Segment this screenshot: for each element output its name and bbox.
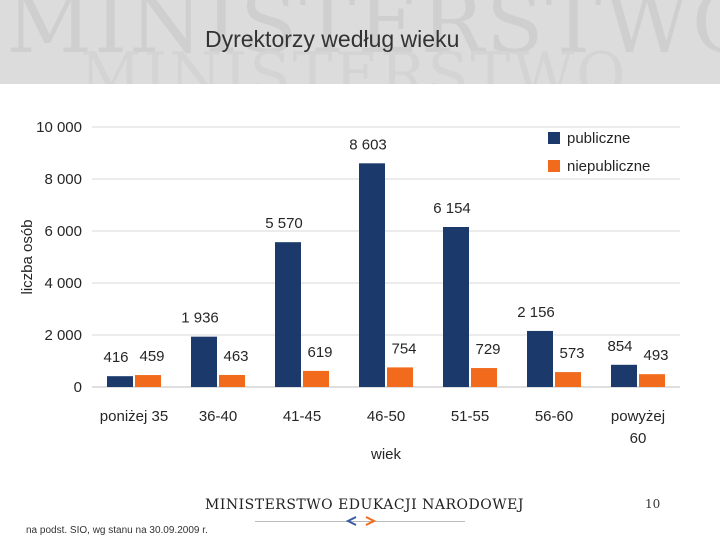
legend-label: niepubliczne	[567, 158, 650, 175]
data-label: 463	[223, 348, 248, 365]
bar-publiczne	[611, 364, 637, 387]
legend-swatch-niepubliczne	[548, 160, 560, 172]
bar-niepubliczne	[639, 374, 665, 387]
data-label: 573	[559, 345, 584, 362]
data-label: 619	[307, 344, 332, 361]
bar-niepubliczne	[555, 372, 581, 387]
legend-label: publiczne	[567, 130, 630, 147]
bar-niepubliczne	[135, 375, 161, 387]
data-label: 854	[607, 338, 632, 355]
x-tick-label: 56-60	[535, 408, 573, 425]
x-tick-label: 36-40	[199, 408, 237, 425]
data-label: 5 570	[265, 215, 303, 232]
data-label: 1 936	[181, 310, 219, 327]
data-label: 493	[643, 347, 668, 364]
page-number: 10	[645, 497, 661, 511]
x-tick-label: 60	[630, 430, 647, 447]
x-tick-label: 46-50	[367, 408, 405, 425]
slide-title: Dyrektorzy według wieku	[205, 26, 460, 52]
data-label: 754	[391, 340, 416, 357]
x-tick-label: poniżej 35	[100, 408, 168, 425]
ministry-logo-text: MINISTERSTWO EDUKACJI NARODOWEJ	[205, 497, 524, 513]
bar-niepubliczne	[303, 370, 329, 387]
data-label: 729	[475, 341, 500, 358]
ministry-emblem-icon	[345, 516, 377, 526]
bar-niepubliczne	[387, 367, 413, 387]
y-axis-title: liczba osób	[19, 219, 36, 294]
bar-publiczne	[359, 163, 385, 387]
bar-publiczne	[275, 242, 301, 387]
data-label: 459	[139, 348, 164, 365]
bar-publiczne	[107, 376, 133, 387]
y-tick-label: 10 000	[36, 119, 82, 136]
bar-publiczne	[443, 226, 469, 387]
bar-niepubliczne	[471, 368, 497, 387]
watermark-text: MINISTERSTWO	[80, 40, 628, 84]
data-label: 6 154	[433, 200, 471, 217]
watermark-text: MINISTERSTWO	[6, 0, 720, 72]
y-tick-label: 2 000	[44, 327, 82, 344]
x-tick-label: 41-45	[283, 408, 321, 425]
y-tick-label: 6 000	[44, 223, 82, 240]
x-tick-label: powyżej	[611, 408, 665, 425]
y-tick-label: 4 000	[44, 275, 82, 292]
bar-chart: 0 2 000 4 000 6 000 8 000 10 000 416 459 poniżej…	[19, 119, 680, 463]
slide-header: MINISTERSTWO MINISTERSTWO	[0, 0, 720, 84]
footer-divider	[255, 521, 465, 522]
x-tick-label: 51-55	[451, 408, 489, 425]
source-note: na podst. SIO, wg stanu na 30.09.2009 r.	[26, 525, 208, 536]
bar-publiczne	[527, 330, 553, 387]
data-label: 416	[103, 349, 128, 366]
x-axis-title: wiek	[370, 446, 402, 463]
bar-niepubliczne	[219, 374, 245, 387]
y-tick-label: 8 000	[44, 171, 82, 188]
legend-swatch-publiczne	[548, 132, 560, 144]
data-label: 2 156	[517, 304, 555, 321]
y-tick-label: 0	[74, 379, 82, 396]
bar-publiczne	[191, 336, 217, 387]
data-label: 8 603	[349, 136, 387, 153]
